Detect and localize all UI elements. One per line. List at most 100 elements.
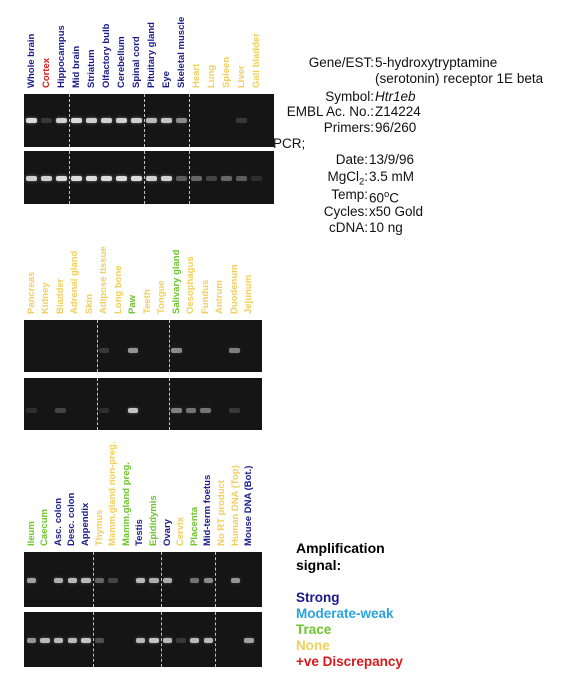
lane-divider xyxy=(92,612,94,667)
panel1-lane-label: Striatum xyxy=(85,49,97,88)
gel-band xyxy=(229,408,240,413)
info-key-cdna: cDNA: xyxy=(328,220,368,235)
panel1-lane-label: Whole brain xyxy=(25,33,37,88)
gel-band xyxy=(200,408,211,413)
gel-band xyxy=(116,176,127,181)
panel1-lane-label: Heart xyxy=(190,63,202,88)
lane-divider xyxy=(92,552,94,607)
lane-divider xyxy=(69,94,70,147)
panel2-lane-label: Salivary gland xyxy=(170,249,182,314)
panel2-lane-label: Long bone xyxy=(112,265,124,314)
lane-divider xyxy=(215,552,217,607)
panel1-lane-label: Olfactory bulb xyxy=(100,23,112,88)
panel3-lane-label: Mamm.gland preg. xyxy=(120,462,132,546)
panel1-gel-top xyxy=(24,94,274,147)
panel2-lane-label: Duodenum xyxy=(228,264,240,314)
gel-band xyxy=(206,176,217,181)
panel1-lane-label: Spleen xyxy=(220,56,232,88)
info-val-gene: 5-hydroxytryptamine xyxy=(375,55,498,70)
info-key-gene: Gene/EST: xyxy=(308,55,374,70)
panel3-gel-bottom xyxy=(24,612,262,667)
panel1-lane-label: Cerebellum xyxy=(115,36,127,88)
gel-band xyxy=(161,176,172,181)
gel-band xyxy=(161,118,172,123)
panel3-lane-label: Appendix xyxy=(79,502,91,546)
gel-band xyxy=(86,118,97,123)
info-key-symbol: Symbol: xyxy=(325,89,374,104)
panel1-lane-label: Spinal cord xyxy=(130,36,142,88)
info-val-primers: 96/260 xyxy=(375,120,417,135)
panel1-lane-label: Skeletal muscle xyxy=(175,16,187,88)
info-key-cycles: Cycles: xyxy=(323,204,368,219)
gel-band xyxy=(189,578,200,583)
lane-divider xyxy=(96,378,98,430)
panel1-lane-label: Gall bladder xyxy=(250,33,262,88)
panel3-lane-label: Cervix xyxy=(175,516,187,546)
gel-band xyxy=(189,638,200,643)
info-key-primers: Primers: xyxy=(323,120,374,135)
panel3-lane-label: Epididymis xyxy=(147,495,159,546)
info-key-date: Date: xyxy=(335,152,368,167)
gel-band xyxy=(81,638,91,643)
gel-band xyxy=(56,118,67,123)
lane-divider xyxy=(215,612,217,667)
legend-item-none: None xyxy=(296,638,330,653)
gel-band xyxy=(26,408,37,413)
legend-item-discrepancy: +ve Discrepancy xyxy=(296,654,403,669)
gel-band xyxy=(116,118,127,123)
gel-band xyxy=(131,176,142,181)
info-key-embl: EMBL Ac. No.: xyxy=(286,104,374,119)
legend-item-moderate-weak: Moderate-weak xyxy=(296,606,394,621)
legend-title-line2: signal: xyxy=(296,557,342,573)
gel-band xyxy=(53,578,64,583)
info-key-temp: Temp: xyxy=(331,187,368,202)
panel3-lane-label: Asc. colon xyxy=(52,497,64,546)
gel-band xyxy=(71,118,82,123)
panel2-lane-label: Antrum xyxy=(214,280,225,314)
legend-title-line1: Amplification xyxy=(296,540,385,556)
panel3-lane-label: Ileum xyxy=(25,521,37,546)
gel-band xyxy=(41,176,52,181)
gel-band xyxy=(191,176,202,181)
gel-band xyxy=(108,578,118,583)
gel-band xyxy=(236,118,247,123)
lane-divider xyxy=(96,320,98,372)
gel-band xyxy=(81,578,91,583)
lane-divider xyxy=(160,612,162,667)
panel3-lane-label: Mid-term foetus xyxy=(202,474,214,546)
gel-band xyxy=(149,638,159,643)
gel-band xyxy=(236,176,247,181)
panel3-lane-label: Thymus xyxy=(93,509,105,546)
panel1-lane-label: Eye xyxy=(160,71,172,88)
panel3-lane-label: Mouse DNA (Bot.) xyxy=(243,465,255,546)
gel-band xyxy=(203,578,214,583)
panel3-lane-label: Human DNA (Top) xyxy=(229,465,241,546)
gel-band xyxy=(171,348,182,353)
panel2-lane-label: Skin xyxy=(83,293,95,314)
gel-band xyxy=(146,176,157,181)
gel-band xyxy=(176,638,186,643)
gel-band xyxy=(26,578,37,583)
panel3-lane-label: Desc. colon xyxy=(66,492,78,546)
panel3-lane-label: Placenta xyxy=(188,506,200,546)
panel3-lane-label: Ovary xyxy=(161,519,173,546)
panel1-lane-label: Cortex xyxy=(40,57,52,88)
gel-band xyxy=(41,118,52,123)
panel2-lane-label: Oesophagus xyxy=(185,256,196,314)
lane-divider xyxy=(169,378,171,430)
panel2-lane-label: Kidney xyxy=(40,282,51,314)
panel2-gel-top xyxy=(24,320,262,372)
gel-band xyxy=(221,176,232,181)
legend-item-strong: Strong xyxy=(296,590,340,605)
info-val-gene-cont: (serotonin) receptor 1E beta xyxy=(375,71,544,86)
gel-band xyxy=(101,118,112,123)
gel-band xyxy=(40,638,50,643)
gel-band xyxy=(26,638,37,643)
lane-divider xyxy=(69,151,70,204)
info-val-cdna: 10 ng xyxy=(369,220,403,235)
gel-band xyxy=(94,638,105,643)
gel-band xyxy=(149,578,159,583)
gel-band xyxy=(67,578,78,583)
gel-band xyxy=(251,176,262,181)
